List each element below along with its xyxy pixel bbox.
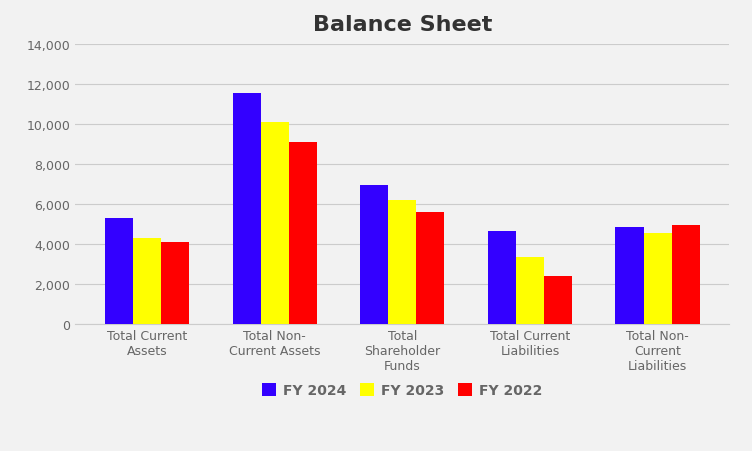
- Bar: [516, 258, 544, 325]
- Title: Balance Sheet: Balance Sheet: [313, 15, 492, 35]
- Bar: [644, 234, 672, 325]
- Bar: [615, 228, 644, 325]
- Bar: [672, 226, 699, 325]
- Bar: [105, 219, 133, 325]
- Bar: [289, 143, 317, 325]
- Bar: [488, 232, 516, 325]
- Bar: [544, 277, 572, 325]
- Legend: FY 2024, FY 2023, FY 2022: FY 2024, FY 2023, FY 2022: [258, 379, 547, 402]
- Bar: [133, 239, 161, 325]
- Bar: [261, 123, 289, 325]
- Bar: [417, 213, 444, 325]
- Bar: [388, 201, 417, 325]
- Bar: [232, 94, 261, 325]
- Bar: [161, 243, 190, 325]
- Bar: [360, 186, 388, 325]
